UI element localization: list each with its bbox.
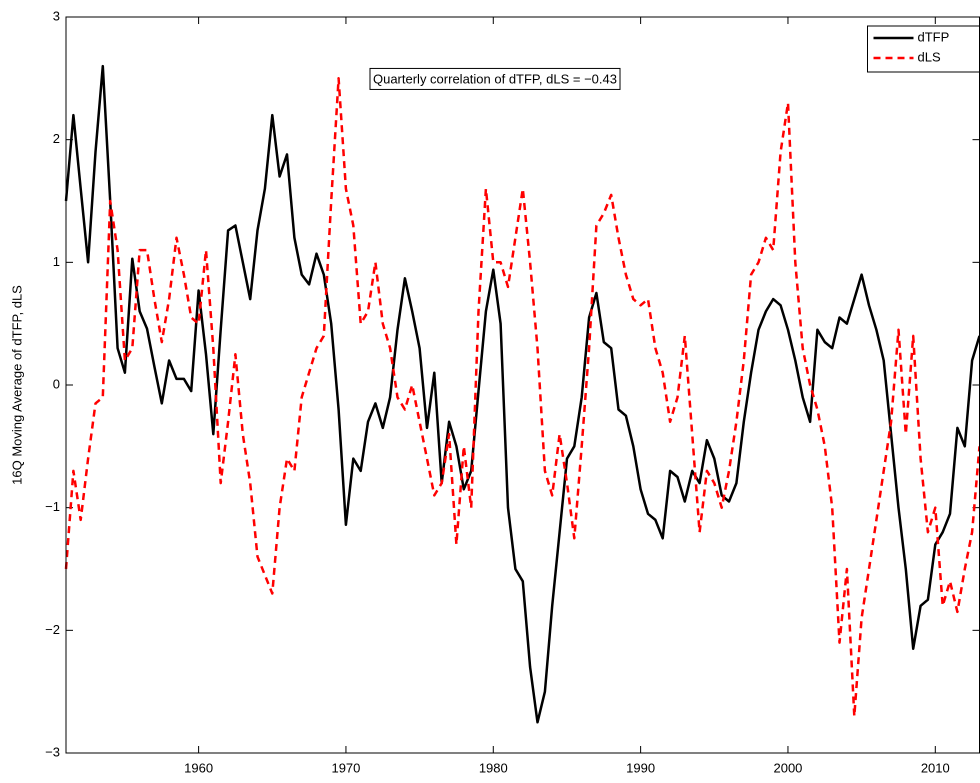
- x-tick-label: 2010: [921, 760, 950, 775]
- y-tick-label: 0: [53, 376, 60, 391]
- legend-label: dTFP: [918, 29, 950, 44]
- legend-label: dLS: [918, 49, 941, 64]
- y-tick-label: −1: [45, 499, 60, 514]
- legend-box: [867, 25, 980, 73]
- y-tick-label: 1: [53, 254, 60, 269]
- x-tick-label: 2000: [773, 760, 802, 775]
- x-tick-label: 1960: [184, 760, 213, 775]
- annotation-box: [369, 67, 621, 90]
- series-line: [64, 77, 980, 718]
- y-tick-label: 3: [53, 8, 60, 23]
- x-tick-label: 1970: [331, 760, 360, 775]
- y-tick-label: −3: [45, 744, 60, 759]
- x-tick-label: 1990: [626, 760, 655, 775]
- x-tick-label: 1980: [479, 760, 508, 775]
- y-tick-label: 2: [53, 131, 60, 146]
- plot-frame: [65, 16, 980, 754]
- annotation: Quarterly correlation of dTFP, dLS = −0.…: [373, 71, 617, 86]
- y-tick-label: −2: [45, 622, 60, 637]
- series-line: [64, 64, 980, 724]
- y-axis-label: 16Q Moving Average of dTFP, dLS: [9, 285, 24, 485]
